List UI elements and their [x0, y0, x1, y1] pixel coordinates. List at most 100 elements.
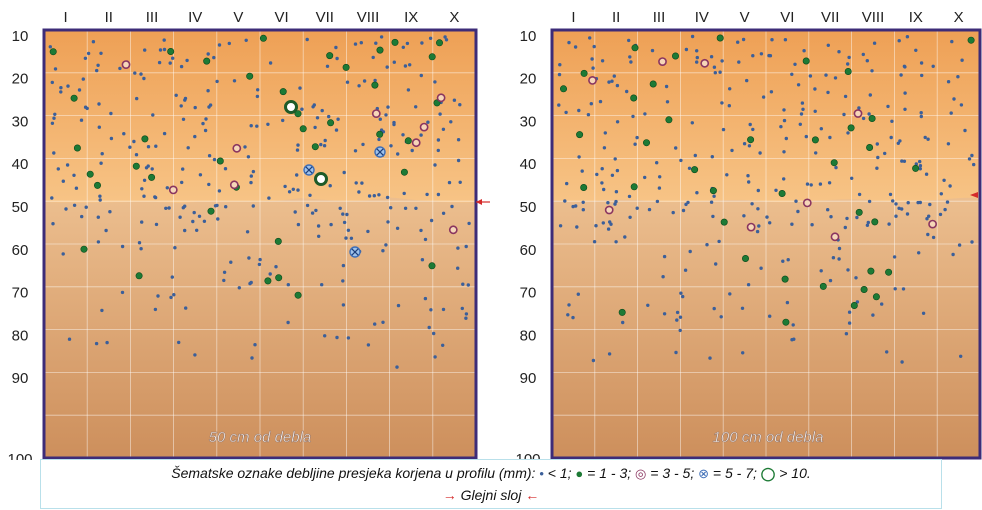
root-purple-ring — [604, 205, 614, 215]
root-dot — [571, 204, 575, 209]
depth-label: 60 — [520, 242, 537, 259]
root-purple-ring — [448, 225, 458, 235]
root-dot — [341, 303, 346, 307]
root-dot — [243, 145, 247, 149]
root-dot — [665, 100, 670, 104]
root-dot — [793, 62, 797, 66]
root-dot — [924, 172, 929, 176]
root-dot — [657, 186, 662, 190]
root-dot — [586, 113, 591, 117]
root-dot — [737, 60, 741, 64]
root-dot — [186, 146, 190, 150]
root-green — [630, 94, 638, 102]
root-dot — [128, 145, 132, 149]
root-dot — [153, 195, 158, 200]
root-dot — [204, 117, 208, 121]
root-dot — [919, 114, 923, 119]
root-dot — [139, 72, 143, 76]
root-dot — [903, 65, 907, 69]
root-dot — [712, 306, 716, 311]
root-dot — [690, 34, 695, 39]
root-dot — [164, 206, 168, 210]
root-green — [391, 38, 399, 46]
root-dot — [799, 112, 804, 116]
root-green — [376, 46, 384, 54]
root-dot — [99, 161, 103, 165]
root-dot — [558, 62, 562, 67]
root-dot — [600, 167, 604, 171]
root-dot — [782, 150, 786, 154]
root-dot — [671, 210, 675, 215]
root-dot — [72, 173, 76, 177]
root-green — [203, 57, 211, 65]
root-dot — [918, 167, 922, 171]
root-dot — [880, 302, 884, 306]
root-dot — [191, 219, 195, 224]
root-dot — [892, 255, 897, 259]
root-dot — [456, 138, 461, 142]
root-green — [326, 52, 334, 60]
root-green — [741, 255, 749, 263]
root-dot — [774, 188, 778, 192]
glejni-label: Glejni sloj — [460, 487, 522, 503]
root-dot — [681, 294, 685, 299]
root-dot — [249, 280, 253, 285]
root-dot — [207, 182, 211, 187]
column-label: VIII — [357, 9, 380, 26]
root-dot — [466, 283, 470, 287]
root-dot — [592, 240, 597, 244]
root-dot — [185, 58, 189, 63]
root-dot — [607, 80, 611, 84]
root-dot — [109, 111, 113, 116]
root-dot — [183, 96, 188, 101]
root-dot — [590, 57, 594, 61]
root-green — [716, 34, 724, 42]
column-label: VII — [821, 9, 839, 26]
root-dot — [436, 138, 441, 142]
column-label: II — [612, 9, 620, 26]
root-dot — [746, 174, 750, 178]
root-dot — [759, 266, 763, 270]
root-dot — [143, 48, 147, 52]
root-dot — [708, 356, 712, 360]
root-dot — [140, 220, 144, 224]
root-green — [167, 47, 175, 55]
root-dot — [875, 142, 879, 146]
root-dot — [305, 37, 309, 42]
panel-label: 100 cm od debla — [713, 429, 824, 446]
root-dot — [970, 153, 974, 158]
root-dot — [213, 204, 218, 208]
root-dot — [765, 215, 769, 219]
root-dot — [122, 132, 126, 136]
root-dot — [843, 225, 847, 230]
root-dot — [759, 52, 764, 56]
root-purple-ring — [419, 122, 429, 132]
root-dot — [158, 48, 163, 52]
root-dot — [181, 167, 185, 171]
root-dot — [790, 222, 794, 226]
depth-label: 100 — [515, 451, 540, 460]
root-dot — [567, 40, 571, 45]
root-dot — [886, 104, 890, 109]
depth-label: 70 — [520, 285, 537, 302]
root-dot — [679, 291, 683, 295]
root-dot — [926, 137, 930, 141]
root-dot — [134, 153, 139, 157]
root-green — [819, 282, 827, 290]
depth-label: 30 — [12, 113, 29, 130]
root-dot — [855, 300, 860, 304]
root-dot — [635, 135, 639, 140]
root-dot — [600, 59, 605, 63]
root-dot — [217, 189, 222, 193]
root-dot — [867, 112, 871, 116]
root-dot — [408, 63, 412, 67]
root-dot — [613, 202, 617, 206]
root-dot — [658, 175, 662, 179]
root-dot — [192, 210, 196, 215]
column-label: IV — [188, 9, 202, 26]
root-dot — [441, 307, 446, 312]
root-dot — [603, 131, 607, 135]
legend-item: = 1 - 3; — [587, 465, 632, 481]
root-green — [376, 130, 384, 138]
root-dot — [334, 128, 339, 132]
